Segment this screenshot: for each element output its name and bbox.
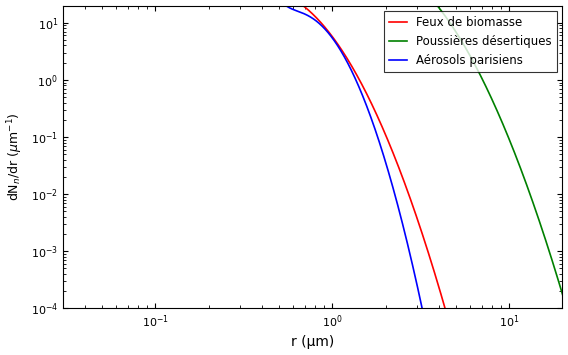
- Poussières désertiques: [566, 316, 568, 320]
- Line: Poussières désertiques: Poussières désertiques: [49, 0, 568, 354]
- Line: Aérosols parisiens: Aérosols parisiens: [49, 0, 568, 355]
- X-axis label: r (μm): r (μm): [291, 335, 335, 349]
- Y-axis label: dN$_n$/dr ($\mu$m$^{-1}$): dN$_n$/dr ($\mu$m$^{-1}$): [6, 113, 25, 201]
- Poussières désertiques: [509, 144, 516, 149]
- Legend: Feux de biomasse, Poussières désertiques, Aérosols parisiens: Feux de biomasse, Poussières désertiques…: [385, 11, 557, 72]
- Line: Feux de biomasse: Feux de biomasse: [49, 0, 568, 355]
